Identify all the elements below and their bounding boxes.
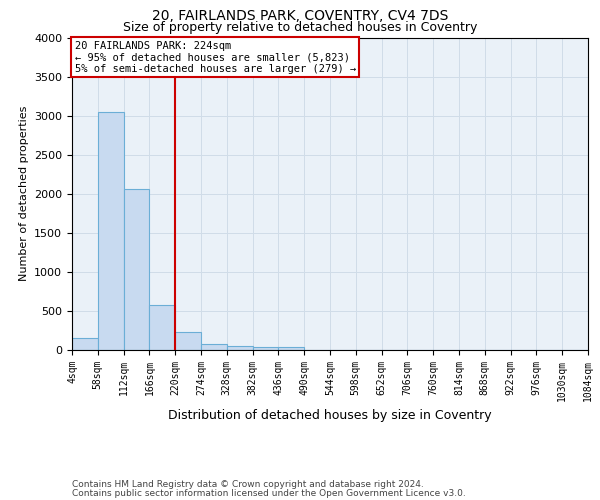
Text: Size of property relative to detached houses in Coventry: Size of property relative to detached ho… xyxy=(123,21,477,34)
Bar xyxy=(253,347,278,350)
Y-axis label: Number of detached properties: Number of detached properties xyxy=(19,106,29,282)
Text: 20, FAIRLANDS PARK, COVENTRY, CV4 7DS: 20, FAIRLANDS PARK, COVENTRY, CV4 7DS xyxy=(152,9,448,23)
Bar xyxy=(201,344,227,350)
Bar xyxy=(124,189,149,350)
Bar xyxy=(175,332,201,350)
Bar xyxy=(72,338,98,350)
Text: Contains HM Land Registry data © Crown copyright and database right 2024.: Contains HM Land Registry data © Crown c… xyxy=(72,480,424,489)
Bar xyxy=(98,112,124,350)
Text: 20 FAIRLANDS PARK: 224sqm
← 95% of detached houses are smaller (5,823)
5% of sem: 20 FAIRLANDS PARK: 224sqm ← 95% of detac… xyxy=(74,40,356,74)
Bar xyxy=(227,346,253,350)
X-axis label: Distribution of detached houses by size in Coventry: Distribution of detached houses by size … xyxy=(168,409,492,422)
Bar xyxy=(149,305,175,350)
Text: Contains public sector information licensed under the Open Government Licence v3: Contains public sector information licen… xyxy=(72,489,466,498)
Bar xyxy=(278,347,304,350)
